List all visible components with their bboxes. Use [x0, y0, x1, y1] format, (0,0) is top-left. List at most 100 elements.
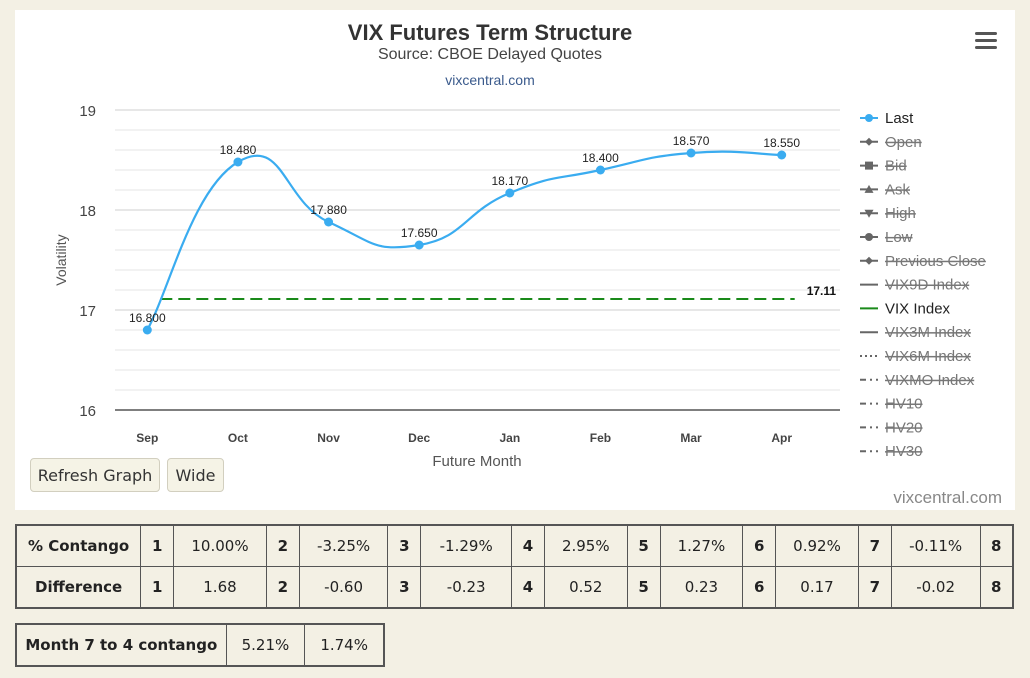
chart-subtitle: Source: CBOE Delayed Quotes — [377, 46, 603, 63]
last-data-point — [142, 325, 152, 335]
last-data-point — [233, 157, 243, 167]
chart-source-link[interactable]: vixcentral.com — [445, 72, 535, 88]
data-label: 16.800 — [129, 311, 166, 325]
legend-item-label[interactable]: Ask — [885, 181, 911, 198]
legend-item-label[interactable]: Last — [885, 110, 914, 127]
contango-table: % Contango 1 10.00% 2 -3.25% 3 -1.29% 4 2.95% 5 1.… — [15, 524, 1014, 609]
table-row: Difference 1 1.68 2 -0.60 3 -0.23 4 0.52 5 0.23 6 0.… — [15, 566, 1014, 609]
month-index-cell: 6 — [742, 566, 777, 609]
month-index-cell: 8 — [979, 566, 1014, 609]
legend-item-label[interactable]: Low — [885, 229, 913, 246]
legend-item-label[interactable]: VIX Index — [885, 300, 951, 317]
x-tick-label: Nov — [317, 431, 340, 445]
legend-item-label[interactable]: High — [885, 205, 916, 222]
month-index-cell: 7 — [857, 524, 892, 567]
table-cell: 1.27% — [659, 524, 744, 567]
legend-triangle-down-marker — [864, 209, 874, 218]
month-index-cell: 1 — [140, 524, 175, 567]
table-cell: -0.11% — [890, 524, 981, 567]
month-index-cell: 8 — [979, 524, 1014, 567]
x-tick-label: Feb — [590, 431, 611, 445]
last-series-line — [146, 150, 782, 331]
month-index-cell: 5 — [626, 566, 661, 609]
month-index-cell: 3 — [387, 524, 422, 567]
table-cell: 5.21% — [225, 623, 306, 667]
legend-item-label[interactable]: HV30 — [885, 443, 923, 460]
table-cell: 0.23 — [659, 566, 744, 609]
data-label: 18.550 — [763, 136, 800, 150]
table-cell: -0.60 — [298, 566, 389, 609]
y-tick-label: 19 — [79, 103, 96, 120]
month-index-cell: 2 — [265, 566, 300, 609]
legend-circle-marker — [865, 114, 873, 122]
month-index-cell: 4 — [511, 524, 545, 567]
legend-item-label[interactable]: HV10 — [885, 396, 923, 413]
legend-item-label[interactable]: Open — [885, 134, 922, 151]
table-cell: 0.92% — [775, 524, 859, 567]
data-label: 18.480 — [220, 143, 257, 157]
legend-square-marker — [865, 161, 873, 170]
legend-item-label[interactable]: Bid — [885, 158, 907, 175]
wide-button[interactable]: Wide — [167, 458, 224, 492]
month7-to-4-table: Month 7 to 4 contango 5.21% 1.74% — [15, 623, 385, 667]
last-data-point — [686, 148, 696, 158]
chart-panel: 16 17 18 19 Sep Oct Nov Dec Jan Feb Mar Apr Future M… — [15, 10, 1015, 510]
month-index-cell: 6 — [742, 524, 777, 567]
table-row-label: Month 7 to 4 contango — [15, 623, 227, 667]
legend-diamond-marker — [865, 137, 873, 146]
chart-credit[interactable]: vixcentral.com — [893, 488, 1002, 507]
y-axis-title: Volatility — [53, 234, 69, 285]
y-tick-label: 18 — [79, 203, 96, 220]
x-axis-title: Future Month — [432, 453, 521, 470]
table-cell: -0.23 — [420, 566, 513, 609]
month-index-cell: 1 — [140, 566, 175, 609]
chart-plot: 16 17 18 19 Sep Oct Nov Dec Jan Feb Mar Apr Future M… — [53, 103, 986, 470]
month-index-cell: 2 — [265, 524, 300, 567]
data-label: 18.170 — [491, 174, 528, 188]
legend-item-label[interactable]: VIX3M Index — [885, 324, 971, 341]
x-tick-label: Mar — [680, 431, 702, 445]
y-tick-label: 17 — [79, 303, 96, 320]
x-tick-label: Sep — [136, 431, 158, 445]
y-tick-label: 16 — [79, 403, 96, 420]
refresh-graph-button[interactable]: Refresh Graph — [30, 458, 160, 492]
data-label: 18.400 — [582, 151, 619, 165]
x-tick-label: Jan — [499, 431, 520, 445]
table-cell: 0.52 — [543, 566, 628, 609]
table-cell: 10.00% — [173, 524, 267, 567]
table-cell: 1.74% — [304, 623, 385, 667]
month-index-cell: 7 — [857, 566, 892, 609]
month-index-cell: 5 — [626, 524, 661, 567]
last-data-point — [595, 165, 605, 175]
data-label: 17.880 — [310, 203, 347, 217]
table-row: Month 7 to 4 contango 5.21% 1.74% — [15, 623, 385, 667]
x-tick-label: Apr — [771, 431, 792, 445]
last-data-point — [324, 217, 334, 227]
last-data-point — [505, 188, 515, 198]
legend-item-label[interactable]: VIX9D Index — [885, 277, 970, 294]
data-label: 17.650 — [401, 226, 438, 240]
legend-item-label[interactable]: HV20 — [885, 419, 923, 436]
month-index-cell: 4 — [511, 566, 545, 609]
table-cell: 2.95% — [543, 524, 628, 567]
legend-diamond-marker — [865, 256, 873, 265]
last-data-point — [777, 150, 787, 160]
month-index-cell: 3 — [387, 566, 422, 609]
last-data-point — [414, 240, 424, 250]
legend-item-label[interactable]: Previous Close — [885, 253, 986, 270]
table-cell: 0.17 — [775, 566, 859, 609]
data-label: 18.570 — [673, 134, 710, 148]
vix-index-label: 17.11 — [807, 284, 837, 298]
legend-item-label[interactable]: VIXMO Index — [885, 372, 975, 389]
chart-title: VIX Futures Term Structure — [347, 20, 633, 45]
legend-circle-marker — [865, 233, 873, 241]
legend-triangle-marker — [864, 184, 874, 193]
table-cell: -0.02 — [890, 566, 981, 609]
x-tick-label: Dec — [408, 431, 430, 445]
table-cell: 1.68 — [173, 566, 267, 609]
table-cell: -3.25% — [298, 524, 389, 567]
hamburger-menu-icon[interactable] — [975, 32, 997, 52]
legend-item-label[interactable]: VIX6M Index — [885, 348, 971, 365]
table-cell: -1.29% — [420, 524, 513, 567]
table-row: % Contango 1 10.00% 2 -3.25% 3 -1.29% 4 2.95% 5 1.… — [15, 524, 1014, 567]
